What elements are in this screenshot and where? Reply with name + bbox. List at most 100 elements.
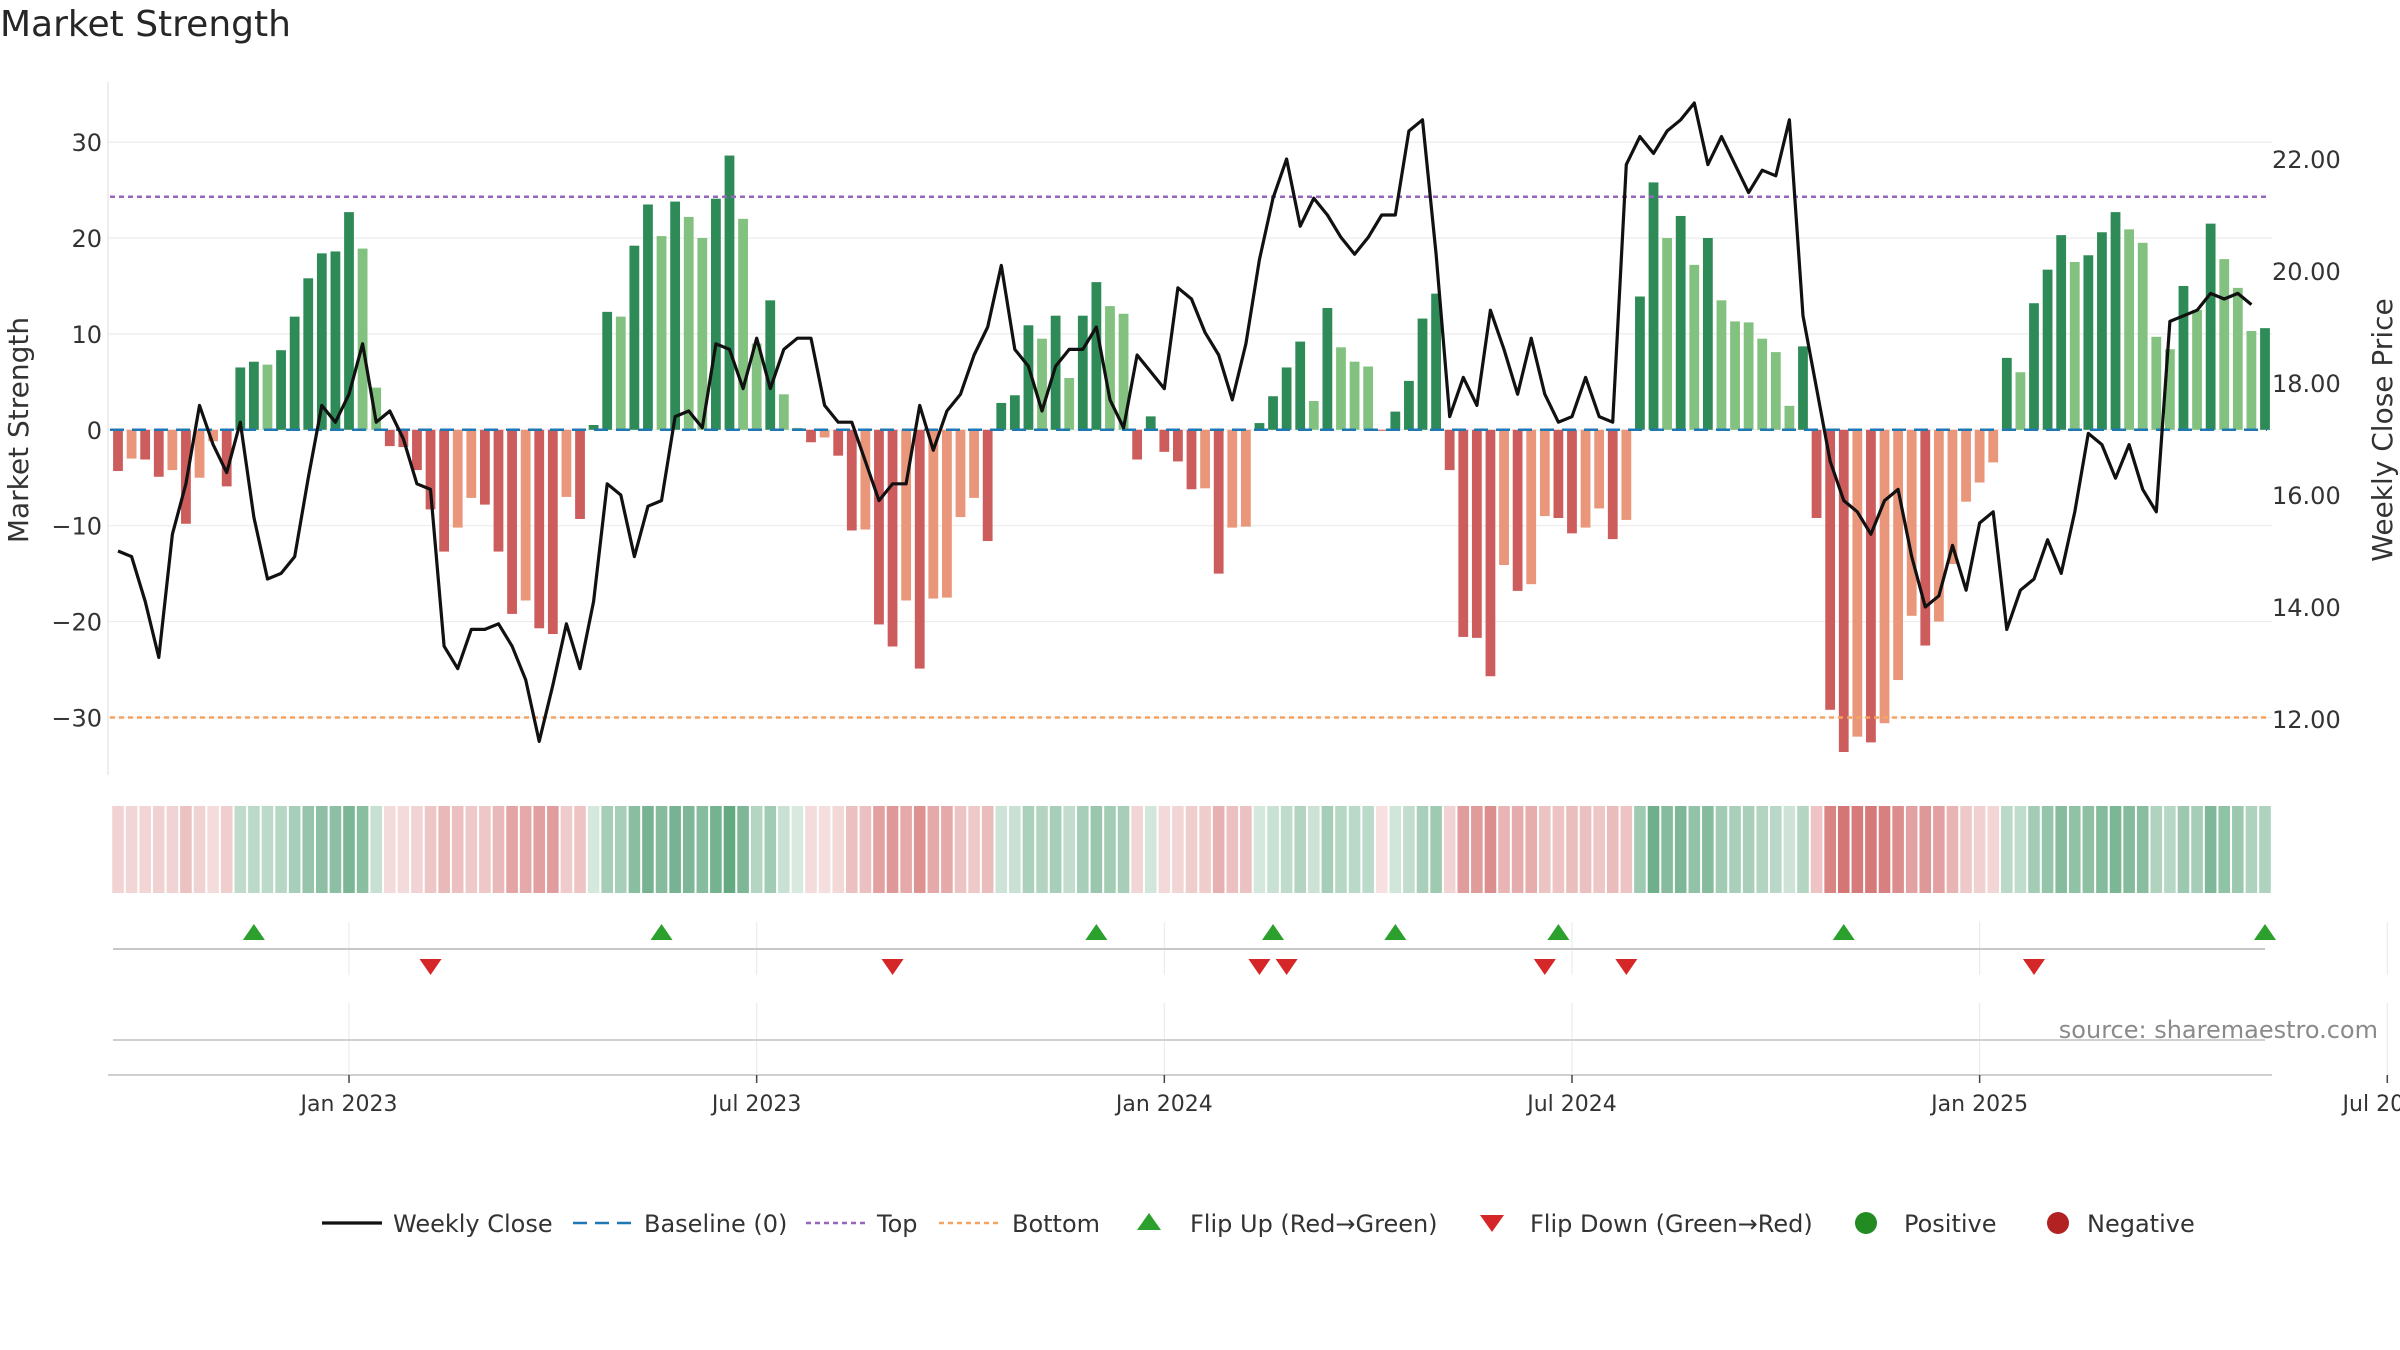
strength-bar bbox=[697, 238, 708, 430]
strength-heat-cell bbox=[506, 806, 518, 893]
strength-bar bbox=[1920, 429, 1931, 646]
strength-bar bbox=[1852, 429, 1863, 737]
strength-heat-cell bbox=[302, 806, 315, 893]
strength-heat-cell bbox=[778, 806, 790, 893]
strength-heat-cell bbox=[1267, 806, 1279, 893]
strength-bar bbox=[670, 201, 681, 430]
strength-heat-cell bbox=[1457, 806, 1470, 893]
strength-bar bbox=[466, 429, 477, 498]
strength-bar bbox=[1050, 315, 1061, 430]
y-tick-right: 20.00 bbox=[2272, 258, 2341, 286]
strength-bar bbox=[2056, 235, 2067, 430]
strength-heat-cell bbox=[1294, 806, 1307, 893]
strength-heat-cell bbox=[207, 806, 219, 893]
strength-heat-cell bbox=[1498, 806, 1510, 893]
strength-bar bbox=[167, 429, 178, 471]
legend-negative-dot bbox=[2047, 1212, 2069, 1234]
strength-bar bbox=[588, 425, 599, 430]
strength-bar bbox=[2124, 229, 2135, 430]
strength-bar bbox=[942, 429, 952, 598]
strength-heat-cell bbox=[1620, 806, 1633, 893]
strength-heat-cell bbox=[1403, 806, 1415, 893]
strength-bar bbox=[412, 429, 422, 471]
strength-bar bbox=[1716, 300, 1727, 430]
strength-bar bbox=[1838, 429, 1849, 752]
strength-heat-cell bbox=[791, 806, 804, 893]
flip-up-marker bbox=[2254, 924, 2276, 940]
strength-bar bbox=[248, 361, 259, 430]
strength-heat-cell bbox=[1049, 806, 1062, 893]
strength-heat-cell bbox=[1878, 806, 1891, 893]
strength-heat-cell bbox=[1525, 806, 1538, 893]
strength-bar bbox=[1390, 411, 1401, 430]
strength-bar bbox=[1893, 429, 1903, 681]
strength-bar bbox=[1077, 315, 1088, 430]
legend-label: Flip Up (Red→Green) bbox=[1190, 1210, 1438, 1238]
strength-bar bbox=[1227, 429, 1238, 528]
strength-bar bbox=[113, 429, 123, 472]
strength-heat-cell bbox=[2123, 806, 2135, 893]
y-tick-left: 0 bbox=[87, 417, 102, 445]
strength-bar bbox=[1607, 429, 1618, 540]
x-tick-label: Jul 2025 bbox=[2341, 1092, 2400, 1117]
strength-heat-cell bbox=[451, 806, 464, 893]
strength-bar bbox=[1906, 429, 1917, 616]
strength-bar bbox=[1091, 282, 1102, 430]
strength-heat-cell bbox=[2096, 806, 2108, 893]
strength-heat-cell bbox=[750, 806, 763, 893]
strength-heat-cell bbox=[981, 806, 994, 893]
strength-heat-cell bbox=[125, 806, 138, 893]
strength-heat-cell bbox=[1063, 806, 1075, 893]
strength-heat-cell bbox=[1824, 806, 1836, 893]
strength-heat-cell bbox=[873, 806, 885, 893]
legend-label: Bottom bbox=[1012, 1210, 1100, 1238]
strength-heat-cell bbox=[1471, 806, 1483, 893]
strength-heat-cell bbox=[2028, 806, 2040, 893]
y-axis-label-left: Market Strength bbox=[2, 317, 35, 543]
strength-bar bbox=[2232, 287, 2243, 430]
y-tick-right: 12.00 bbox=[2272, 706, 2341, 734]
strength-heat-cell bbox=[1430, 806, 1442, 893]
strength-heat-cell bbox=[288, 806, 301, 893]
strength-bar bbox=[1499, 429, 1509, 565]
strength-heat-cell bbox=[764, 806, 777, 893]
strength-bar bbox=[1145, 416, 1156, 430]
strength-bar bbox=[901, 429, 912, 601]
strength-heat-cell bbox=[1144, 806, 1157, 893]
strength-heat-cell bbox=[329, 806, 342, 893]
strength-heat-cell bbox=[1009, 806, 1021, 893]
strength-bar bbox=[1974, 429, 1985, 483]
strength-heat-cell bbox=[859, 806, 872, 893]
strength-bar bbox=[1308, 401, 1319, 430]
strength-bar bbox=[1743, 322, 1754, 430]
strength-heat-cell bbox=[1851, 806, 1864, 893]
strength-bar bbox=[1675, 215, 1686, 430]
strength-heat-cell bbox=[1389, 806, 1402, 893]
flip-down-marker bbox=[881, 959, 904, 975]
strength-bar bbox=[928, 429, 939, 599]
strength-bar bbox=[982, 429, 993, 542]
strength-bar bbox=[1363, 366, 1374, 430]
strength-heat-cell bbox=[1783, 806, 1796, 893]
strength-bar bbox=[1811, 429, 1822, 519]
strength-bar bbox=[724, 155, 735, 430]
strength-heat-cell bbox=[818, 806, 831, 893]
strength-heat-cell bbox=[1634, 806, 1646, 893]
y-tick-right: 16.00 bbox=[2272, 482, 2341, 510]
strength-bar bbox=[425, 429, 436, 510]
strength-bar bbox=[969, 429, 979, 498]
x-tick-label: Jul 2024 bbox=[1525, 1092, 1617, 1117]
flip-down-marker bbox=[419, 959, 442, 975]
strength-bar bbox=[806, 429, 816, 443]
strength-bar bbox=[208, 429, 219, 442]
strength-heat-cell bbox=[1946, 806, 1959, 893]
legend-label: Negative bbox=[2087, 1210, 2195, 1238]
strength-heat-cell bbox=[316, 806, 328, 893]
strength-heat-cell bbox=[696, 806, 709, 893]
strength-bar bbox=[493, 429, 504, 552]
strength-bar bbox=[615, 316, 626, 430]
strength-bar bbox=[1539, 429, 1550, 517]
strength-heat-cell bbox=[1715, 806, 1728, 893]
strength-heat-cell bbox=[1308, 806, 1320, 893]
